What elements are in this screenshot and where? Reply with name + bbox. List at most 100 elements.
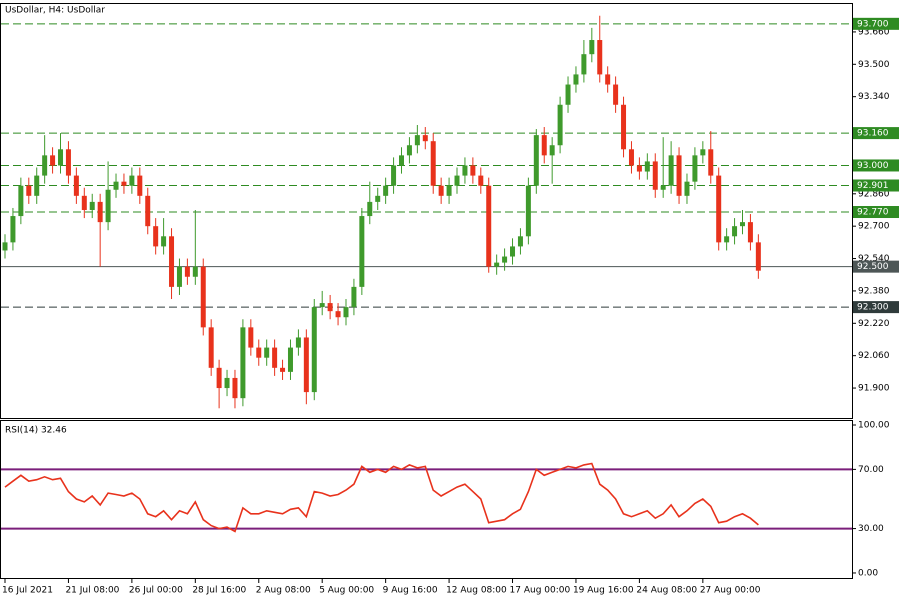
candle-body [660, 185, 666, 190]
candle-body [613, 84, 619, 105]
x-tick-label: 2 Aug 08:00 [256, 586, 311, 596]
candle-body [375, 195, 381, 202]
candle-body [137, 175, 143, 196]
y-tick-label: 70.00 [858, 465, 884, 475]
y-tick-label: 92.220 [858, 319, 890, 329]
candle-body [208, 327, 214, 368]
candle-body [295, 337, 301, 348]
level-label: 93.000 [857, 161, 889, 171]
candle-body [573, 74, 579, 85]
candle-body [2, 242, 8, 251]
y-tick-label: 100.00 [858, 420, 890, 430]
level-label: 92.500 [857, 262, 889, 272]
candle-body [747, 222, 753, 243]
x-tick-label: 19 Aug 16:00 [573, 586, 634, 596]
candle-body [549, 145, 555, 156]
candle-body [200, 266, 206, 328]
candle-body [311, 307, 317, 393]
candle-body [470, 165, 476, 176]
candle-body [716, 175, 722, 243]
candle-body [541, 135, 547, 156]
y-tick-label: 92.540 [858, 254, 890, 264]
candle-body [406, 145, 412, 156]
candle-body [422, 135, 428, 142]
candle-body [81, 195, 87, 210]
x-tick-label: 17 Aug 00:00 [510, 586, 571, 596]
candle-body [605, 74, 611, 85]
candle-body [525, 185, 531, 237]
candle-body [343, 307, 349, 318]
level-label: 93.160 [857, 129, 889, 139]
candle-body [327, 303, 333, 312]
candle-body [478, 175, 484, 186]
level-tag [853, 260, 899, 273]
candle-body [755, 242, 761, 271]
level-tag [853, 301, 899, 314]
candle-body [621, 104, 627, 150]
candle-body [732, 226, 738, 237]
y-tick-label: 30.00 [858, 524, 884, 534]
level-label: 92.901 [857, 181, 889, 191]
candle-body [430, 141, 436, 186]
candle-body [628, 149, 634, 166]
candle-body [462, 165, 468, 176]
y-tick-label: 92.860 [858, 189, 890, 199]
x-tick-label: 26 Jul 00:00 [129, 586, 183, 596]
candle-body [176, 266, 182, 287]
candle-body [739, 222, 745, 227]
candle-body [319, 303, 325, 308]
candle-body [502, 256, 508, 263]
candle-body [89, 201, 95, 210]
level-tag [853, 159, 899, 172]
candle-body [438, 185, 444, 196]
candle-body [454, 175, 460, 186]
level-tag [853, 206, 899, 219]
candle-body [240, 327, 246, 399]
main-panel [0, 3, 853, 419]
y-tick-label: 91.900 [858, 384, 890, 394]
x-tick-label: 28 Jul 16:00 [192, 586, 246, 596]
candle-body [121, 181, 127, 186]
candle-body [367, 201, 373, 217]
x-tick-label: 24 Aug 08:00 [636, 586, 697, 596]
y-tick-label: 93.340 [858, 92, 890, 102]
level-tag [853, 179, 899, 192]
candle-body [486, 185, 492, 267]
candle-body [517, 236, 523, 247]
candle-body [129, 175, 135, 186]
level-label: 92.300 [857, 303, 889, 313]
candle-body [652, 161, 658, 190]
candle-body [597, 40, 603, 75]
x-tick-label: 12 Aug 08:00 [446, 586, 507, 596]
candle-body [169, 236, 175, 287]
candle-body [26, 185, 32, 196]
candle-body [692, 155, 698, 182]
y-tick-label: 93.500 [858, 60, 890, 70]
level-tag [853, 17, 899, 30]
level-label: 92.770 [857, 208, 889, 218]
candle-body [50, 155, 56, 166]
candle-body [533, 135, 539, 186]
candle-body [73, 175, 79, 196]
candle-body [383, 185, 389, 196]
candle-body [589, 40, 595, 55]
candle-body [708, 149, 714, 176]
candle-body [248, 327, 254, 348]
candle-body [216, 367, 222, 389]
rsi-panel [0, 420, 853, 579]
candle-body [280, 367, 286, 372]
candle-body [565, 84, 571, 105]
y-tick-label: 92.700 [858, 222, 890, 232]
candle-body [256, 347, 262, 358]
candle-body [494, 262, 500, 267]
candle-body [700, 149, 706, 156]
candle-body [391, 165, 397, 186]
y-tick-label: 92.380 [858, 286, 890, 296]
candle-body [34, 175, 40, 196]
candle-body [359, 216, 365, 287]
candle-body [42, 155, 48, 176]
candle-body [145, 195, 151, 227]
y-tick-label: 0.00 [858, 568, 878, 578]
